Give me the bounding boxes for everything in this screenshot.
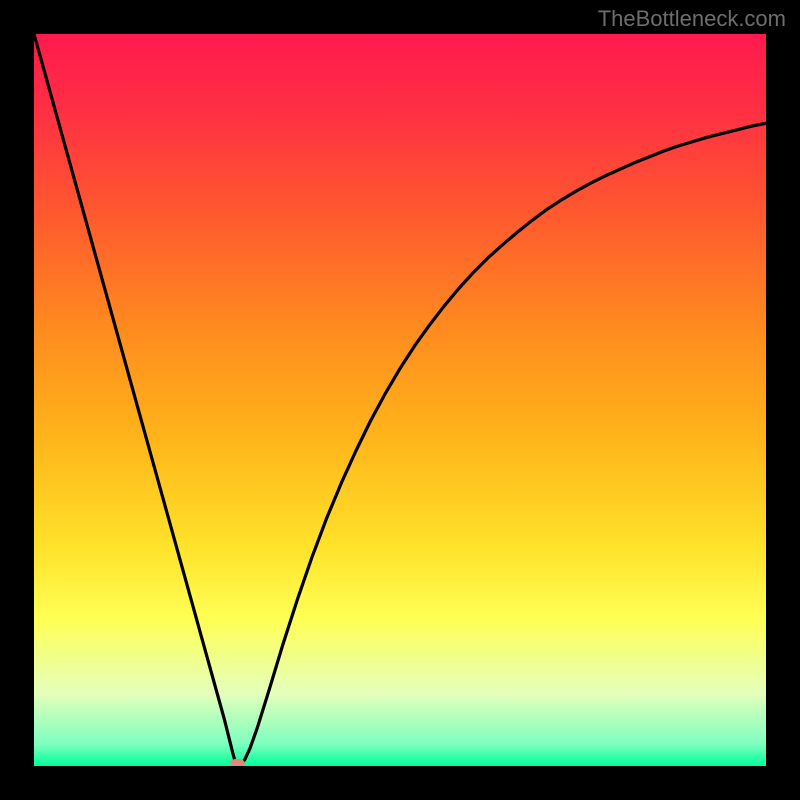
chart-frame: TheBottleneck.com xyxy=(0,0,800,800)
chart-svg xyxy=(34,34,766,766)
chart-plot-area xyxy=(34,34,766,766)
watermark-label: TheBottleneck.com xyxy=(598,6,786,32)
chart-background xyxy=(34,34,766,766)
